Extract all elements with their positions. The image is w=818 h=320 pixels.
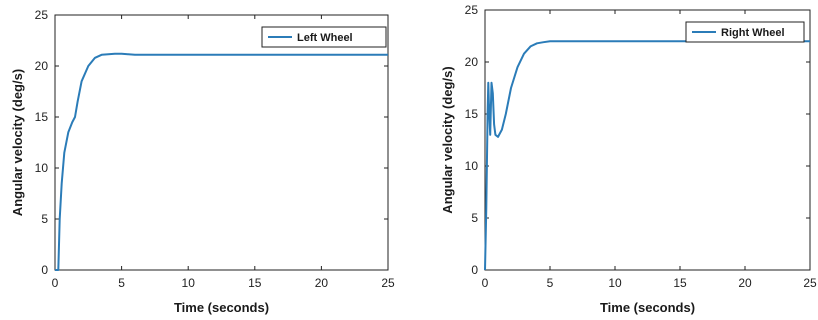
chart-1-legend-label: Left Wheel [297,32,353,44]
chart-2-y-tick-label: 0 [471,263,478,277]
chart-2-y-tick-label: 20 [465,55,479,69]
chart-1-y-tick-label: 15 [35,110,49,124]
chart-2-x-axis-label: Time (seconds) [600,300,695,315]
chart-1-y-tick-label: 5 [41,212,48,226]
chart-2-legend-label: Right Wheel [721,27,785,39]
chart-1-y-axis-label: Angular velocity (deg/s) [10,69,25,216]
chart-1-x-tick-label: 25 [381,276,395,290]
chart-2-x-tick-label: 20 [738,276,752,290]
chart-2-y-axis-label: Angular velocity (deg/s) [440,66,455,213]
chart-1-y-tick-label: 0 [41,263,48,277]
chart-2: 0 5 10 15 20 25 0 5 10 15 20 25 Time (seconds) Angula… [440,3,817,315]
chart-2-legend: Right Wheel [685,21,805,43]
chart-1-x-tick-label: 0 [52,276,59,290]
chart-1-legend-box [261,26,387,48]
chart-1-plot-area [54,14,389,271]
chart-1: 0 5 10 15 20 25 0 5 10 15 20 25 Time (seconds) Angula… [10,8,395,315]
chart-1-y-tick-label: 10 [35,161,49,175]
chart-1-x-tick-label: 10 [182,276,196,290]
chart-1-x-tick-label: 5 [118,276,125,290]
chart-2-y-tick-label: 25 [465,3,479,17]
chart-2-x-tick-label: 15 [673,276,687,290]
chart-1-series-line [55,52,388,271]
chart-2-plot-area [484,9,811,271]
chart-1-x-tick-label: 15 [248,276,262,290]
chart-1-y-tick-label: 25 [35,8,49,22]
chart-1-x-tick-label: 20 [315,276,329,290]
chart-2-x-tick-label: 5 [547,276,554,290]
chart-2-x-tick-label: 0 [482,276,489,290]
chart-2-x-tick-label: 10 [608,276,622,290]
chart-1-y-tick-label: 20 [35,59,49,73]
chart-2-legend-box [685,21,805,43]
chart-1-legend: Left Wheel [261,26,387,48]
chart-2-y-tick-label: 15 [465,107,479,121]
chart-2-x-tick-label: 25 [803,276,817,290]
chart-2-y-tick-label: 5 [471,211,478,225]
chart-1-x-axis-label: Time (seconds) [174,300,269,315]
chart-2-y-tick-label: 10 [465,159,479,173]
chart-2-series-line [484,40,810,271]
